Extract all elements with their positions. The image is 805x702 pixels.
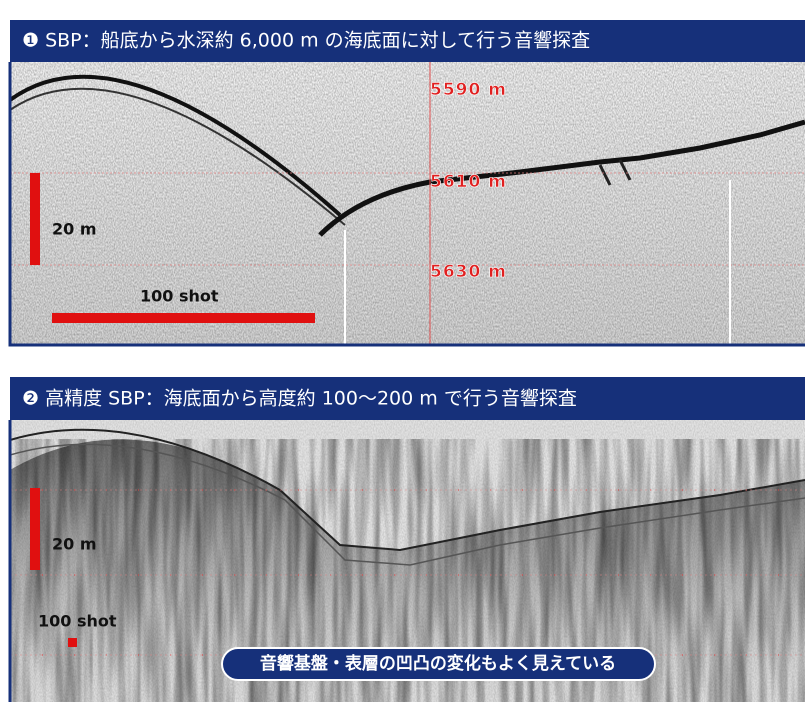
sonar-image [10, 62, 805, 345]
vertical-scale-bar [30, 488, 40, 570]
panel-title: ❶ SBP：船底から水深約 6,000 m の海底面に対して行う音響探査 [22, 30, 590, 52]
panel-2: ❷ 高精度 SBP：海底面から高度約 100〜200 m で行う音響探査 20 … [10, 377, 805, 702]
vertical-scale-bar [30, 173, 40, 265]
panel-title: ❷ 高精度 SBP：海底面から高度約 100〜200 m で行う音響探査 [22, 388, 577, 410]
depth-label: 5590 m [430, 80, 507, 100]
horizontal-scale-bar [68, 638, 77, 647]
horizontal-scale-label: 100 shot [38, 612, 117, 631]
vertical-scale-label: 20 m [52, 535, 97, 554]
vertical-scale-label: 20 m [52, 220, 97, 239]
note-text: 音響基盤・表層の凹凸の変化もよく見えている [260, 653, 616, 674]
figure: ❶ SBP：船底から水深約 6,000 m の海底面に対して行う音響探査 559… [0, 0, 805, 702]
horizontal-scale-bar [52, 313, 315, 323]
panel-1: ❶ SBP：船底から水深約 6,000 m の海底面に対して行う音響探査 559… [10, 20, 805, 345]
horizontal-scale-label: 100 shot [140, 287, 219, 306]
depth-label: 5630 m [430, 262, 507, 282]
depth-label: 5610 m [430, 172, 507, 192]
